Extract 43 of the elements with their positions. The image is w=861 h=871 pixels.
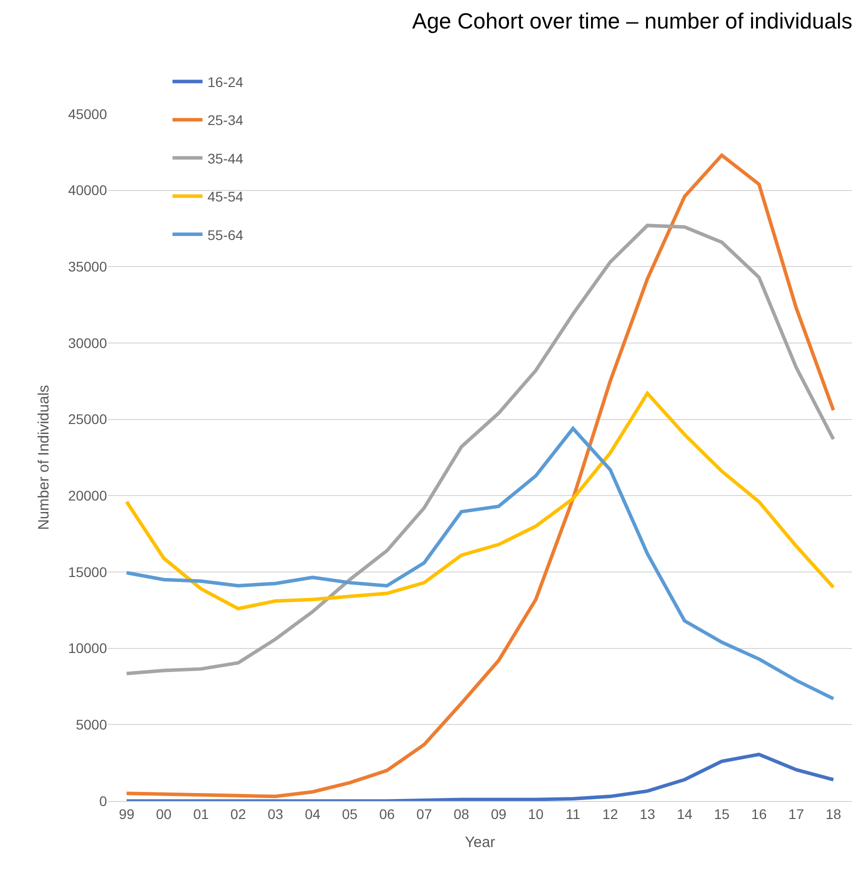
x-tick-label: 17: [788, 806, 804, 822]
x-tick-label: 04: [304, 806, 321, 822]
x-tick-label: 16: [751, 806, 767, 822]
x-tick-label: 13: [640, 806, 656, 822]
x-tick-label: 14: [676, 806, 693, 822]
y-tick-label: 5000: [76, 716, 108, 733]
x-tick-label: 06: [379, 806, 395, 822]
x-tick-label: 18: [826, 806, 842, 822]
y-axis-title: Number of Individuals: [35, 384, 52, 530]
x-tick-label: 12: [602, 806, 618, 822]
x-tick-label: 08: [454, 806, 470, 822]
x-tick-label: 02: [230, 806, 246, 822]
line-series: [124, 392, 836, 610]
line-series: [124, 426, 836, 700]
legend-label: 55-64: [208, 226, 244, 243]
x-tick-label: 99: [118, 806, 135, 822]
line-series: [124, 752, 836, 801]
y-tick-label: 35000: [68, 258, 108, 275]
legend-label: 35-44: [208, 150, 244, 166]
x-tick-label: 09: [490, 806, 507, 822]
x-axis-title: Year: [464, 834, 496, 851]
y-tick-label: 20000: [68, 488, 108, 504]
x-tick-label: 15: [714, 806, 730, 822]
y-tick-label: 25000: [68, 411, 108, 428]
x-tick-label: 01: [193, 806, 209, 822]
y-tick-label: 0: [99, 792, 108, 809]
legend-label: 16-24: [208, 74, 244, 90]
x-tick-label: 10: [528, 806, 544, 822]
legend-label: 45-54: [208, 188, 244, 205]
y-tick-label: 45000: [68, 106, 108, 122]
line-series: [124, 153, 836, 798]
y-tick-label: 15000: [68, 564, 108, 580]
x-tick-label: 07: [416, 806, 432, 822]
chart-title: Age Cohort over time – number of individuals: [412, 8, 852, 34]
y-tick-label: 40000: [68, 182, 108, 198]
line-series: [124, 224, 836, 676]
x-tick-label: 11: [566, 806, 580, 822]
y-tick-label: 30000: [68, 334, 108, 351]
x-tick-label: 03: [268, 806, 284, 822]
y-tick-label: 10000: [68, 640, 108, 656]
legend-label: 25-34: [208, 112, 244, 128]
x-tick-label: 00: [156, 806, 172, 822]
x-tick-label: 05: [342, 806, 358, 822]
